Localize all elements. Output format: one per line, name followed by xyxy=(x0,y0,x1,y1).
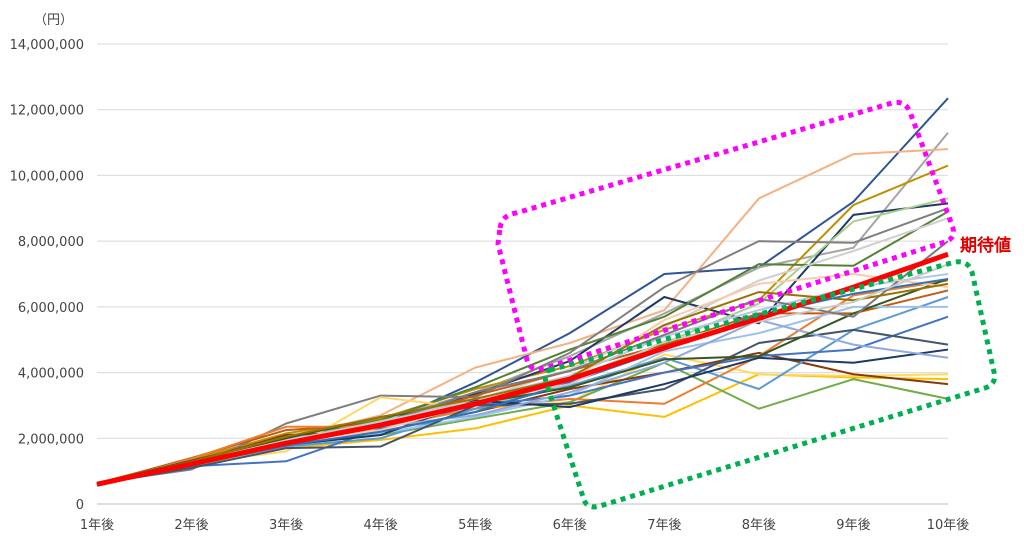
series-lines xyxy=(96,97,949,487)
y-tick-label: 8,000,000 xyxy=(18,235,84,250)
y-tick-label: 2,000,000 xyxy=(18,432,84,447)
series-line-9 xyxy=(96,207,949,484)
x-tick-label: 2年後 xyxy=(174,518,208,533)
y-tick-label: 6,000,000 xyxy=(18,301,84,316)
y-tick-label: 0 xyxy=(76,498,84,513)
x-axis-ticks: 1年後 2年後 3年後 4年後 5年後 6年後 7年後 8年後 9年後 10年後 xyxy=(80,518,969,533)
y-unit-label: （円） xyxy=(34,13,73,28)
series-line-14 xyxy=(96,289,949,485)
gridlines xyxy=(97,43,948,505)
series-line-26 xyxy=(96,282,949,485)
expected-value-label: 期待値 xyxy=(960,235,1011,256)
x-tick-label: 3年後 xyxy=(269,518,303,533)
x-tick-label: 4年後 xyxy=(364,518,398,533)
x-tick-label: 7年後 xyxy=(647,518,681,533)
y-tick-label: 10,000,000 xyxy=(10,169,84,184)
y-tick-label: 12,000,000 xyxy=(10,104,84,119)
x-tick-label: 10年後 xyxy=(927,518,970,533)
x-tick-label: 9年後 xyxy=(836,518,870,533)
x-tick-label: 5年後 xyxy=(458,518,492,533)
x-tick-label: 6年後 xyxy=(553,518,587,533)
series-line-4 xyxy=(96,164,949,484)
downside-range-highlight xyxy=(542,259,998,510)
x-tick-label: 1年後 xyxy=(80,518,114,533)
x-tick-label: 8年後 xyxy=(742,518,776,533)
series-line-18 xyxy=(96,315,949,486)
y-tick-label: 4,000,000 xyxy=(18,367,84,382)
series-line-1 xyxy=(96,97,949,486)
series-line-5 xyxy=(96,202,949,486)
y-axis-ticks: 0 2,000,000 4,000,000 6,000,000 8,000,000 10,… xyxy=(10,38,84,513)
y-tick-label: 14,000,000 xyxy=(10,38,84,53)
